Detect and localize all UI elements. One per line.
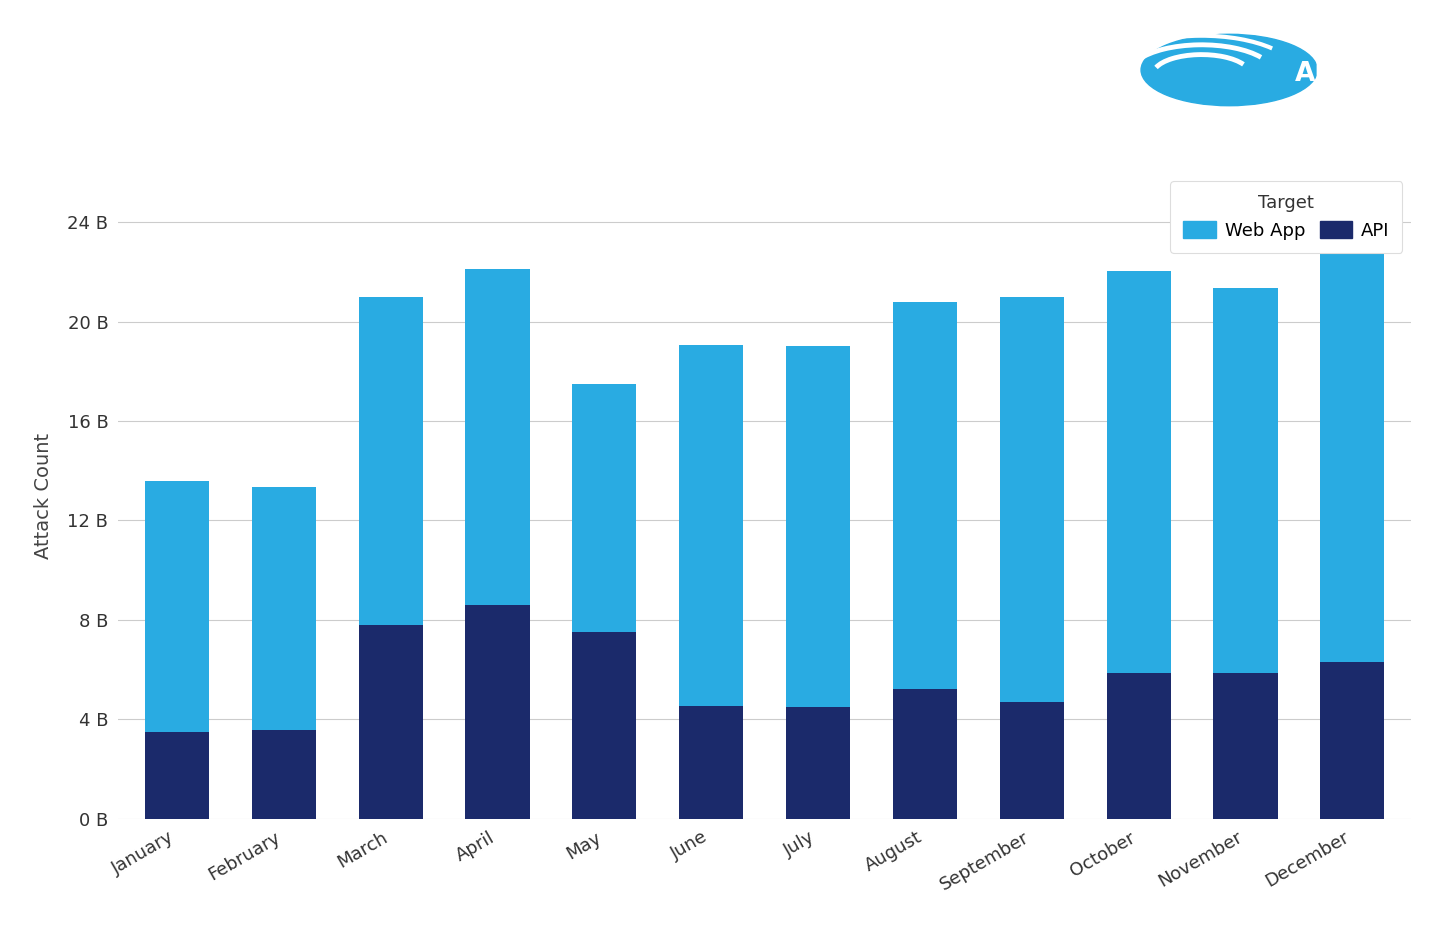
Bar bbox=[572, 632, 636, 819]
Text: January 1, 2023 – December 31, 2023: January 1, 2023 – December 31, 2023 bbox=[36, 94, 484, 118]
Bar bbox=[145, 732, 209, 819]
Bar bbox=[786, 346, 850, 707]
Bar bbox=[1106, 270, 1171, 673]
Bar bbox=[786, 707, 850, 819]
Bar bbox=[359, 624, 423, 819]
Bar bbox=[680, 706, 743, 819]
Text: Akamai: Akamai bbox=[1295, 61, 1405, 87]
Y-axis label: Attack Count: Attack Count bbox=[35, 433, 53, 559]
Bar bbox=[893, 689, 958, 819]
Bar bbox=[893, 302, 958, 689]
Legend: Web App, API: Web App, API bbox=[1171, 181, 1403, 253]
Bar bbox=[1214, 288, 1277, 673]
Bar bbox=[1214, 673, 1277, 819]
Bar bbox=[359, 297, 423, 624]
Circle shape bbox=[1080, 25, 1302, 115]
Bar bbox=[680, 345, 743, 706]
Bar bbox=[145, 481, 209, 732]
Bar bbox=[1320, 240, 1384, 662]
Bar bbox=[999, 297, 1064, 702]
Bar bbox=[1106, 673, 1171, 819]
Bar bbox=[999, 702, 1064, 819]
Bar bbox=[1320, 662, 1384, 819]
Bar bbox=[465, 605, 530, 819]
Bar bbox=[252, 731, 315, 819]
Bar bbox=[252, 487, 315, 731]
Text: API Monthly Web Attacks: API Monthly Web Attacks bbox=[36, 33, 550, 68]
Bar bbox=[572, 384, 636, 632]
Circle shape bbox=[1140, 34, 1318, 105]
Bar bbox=[465, 269, 530, 605]
